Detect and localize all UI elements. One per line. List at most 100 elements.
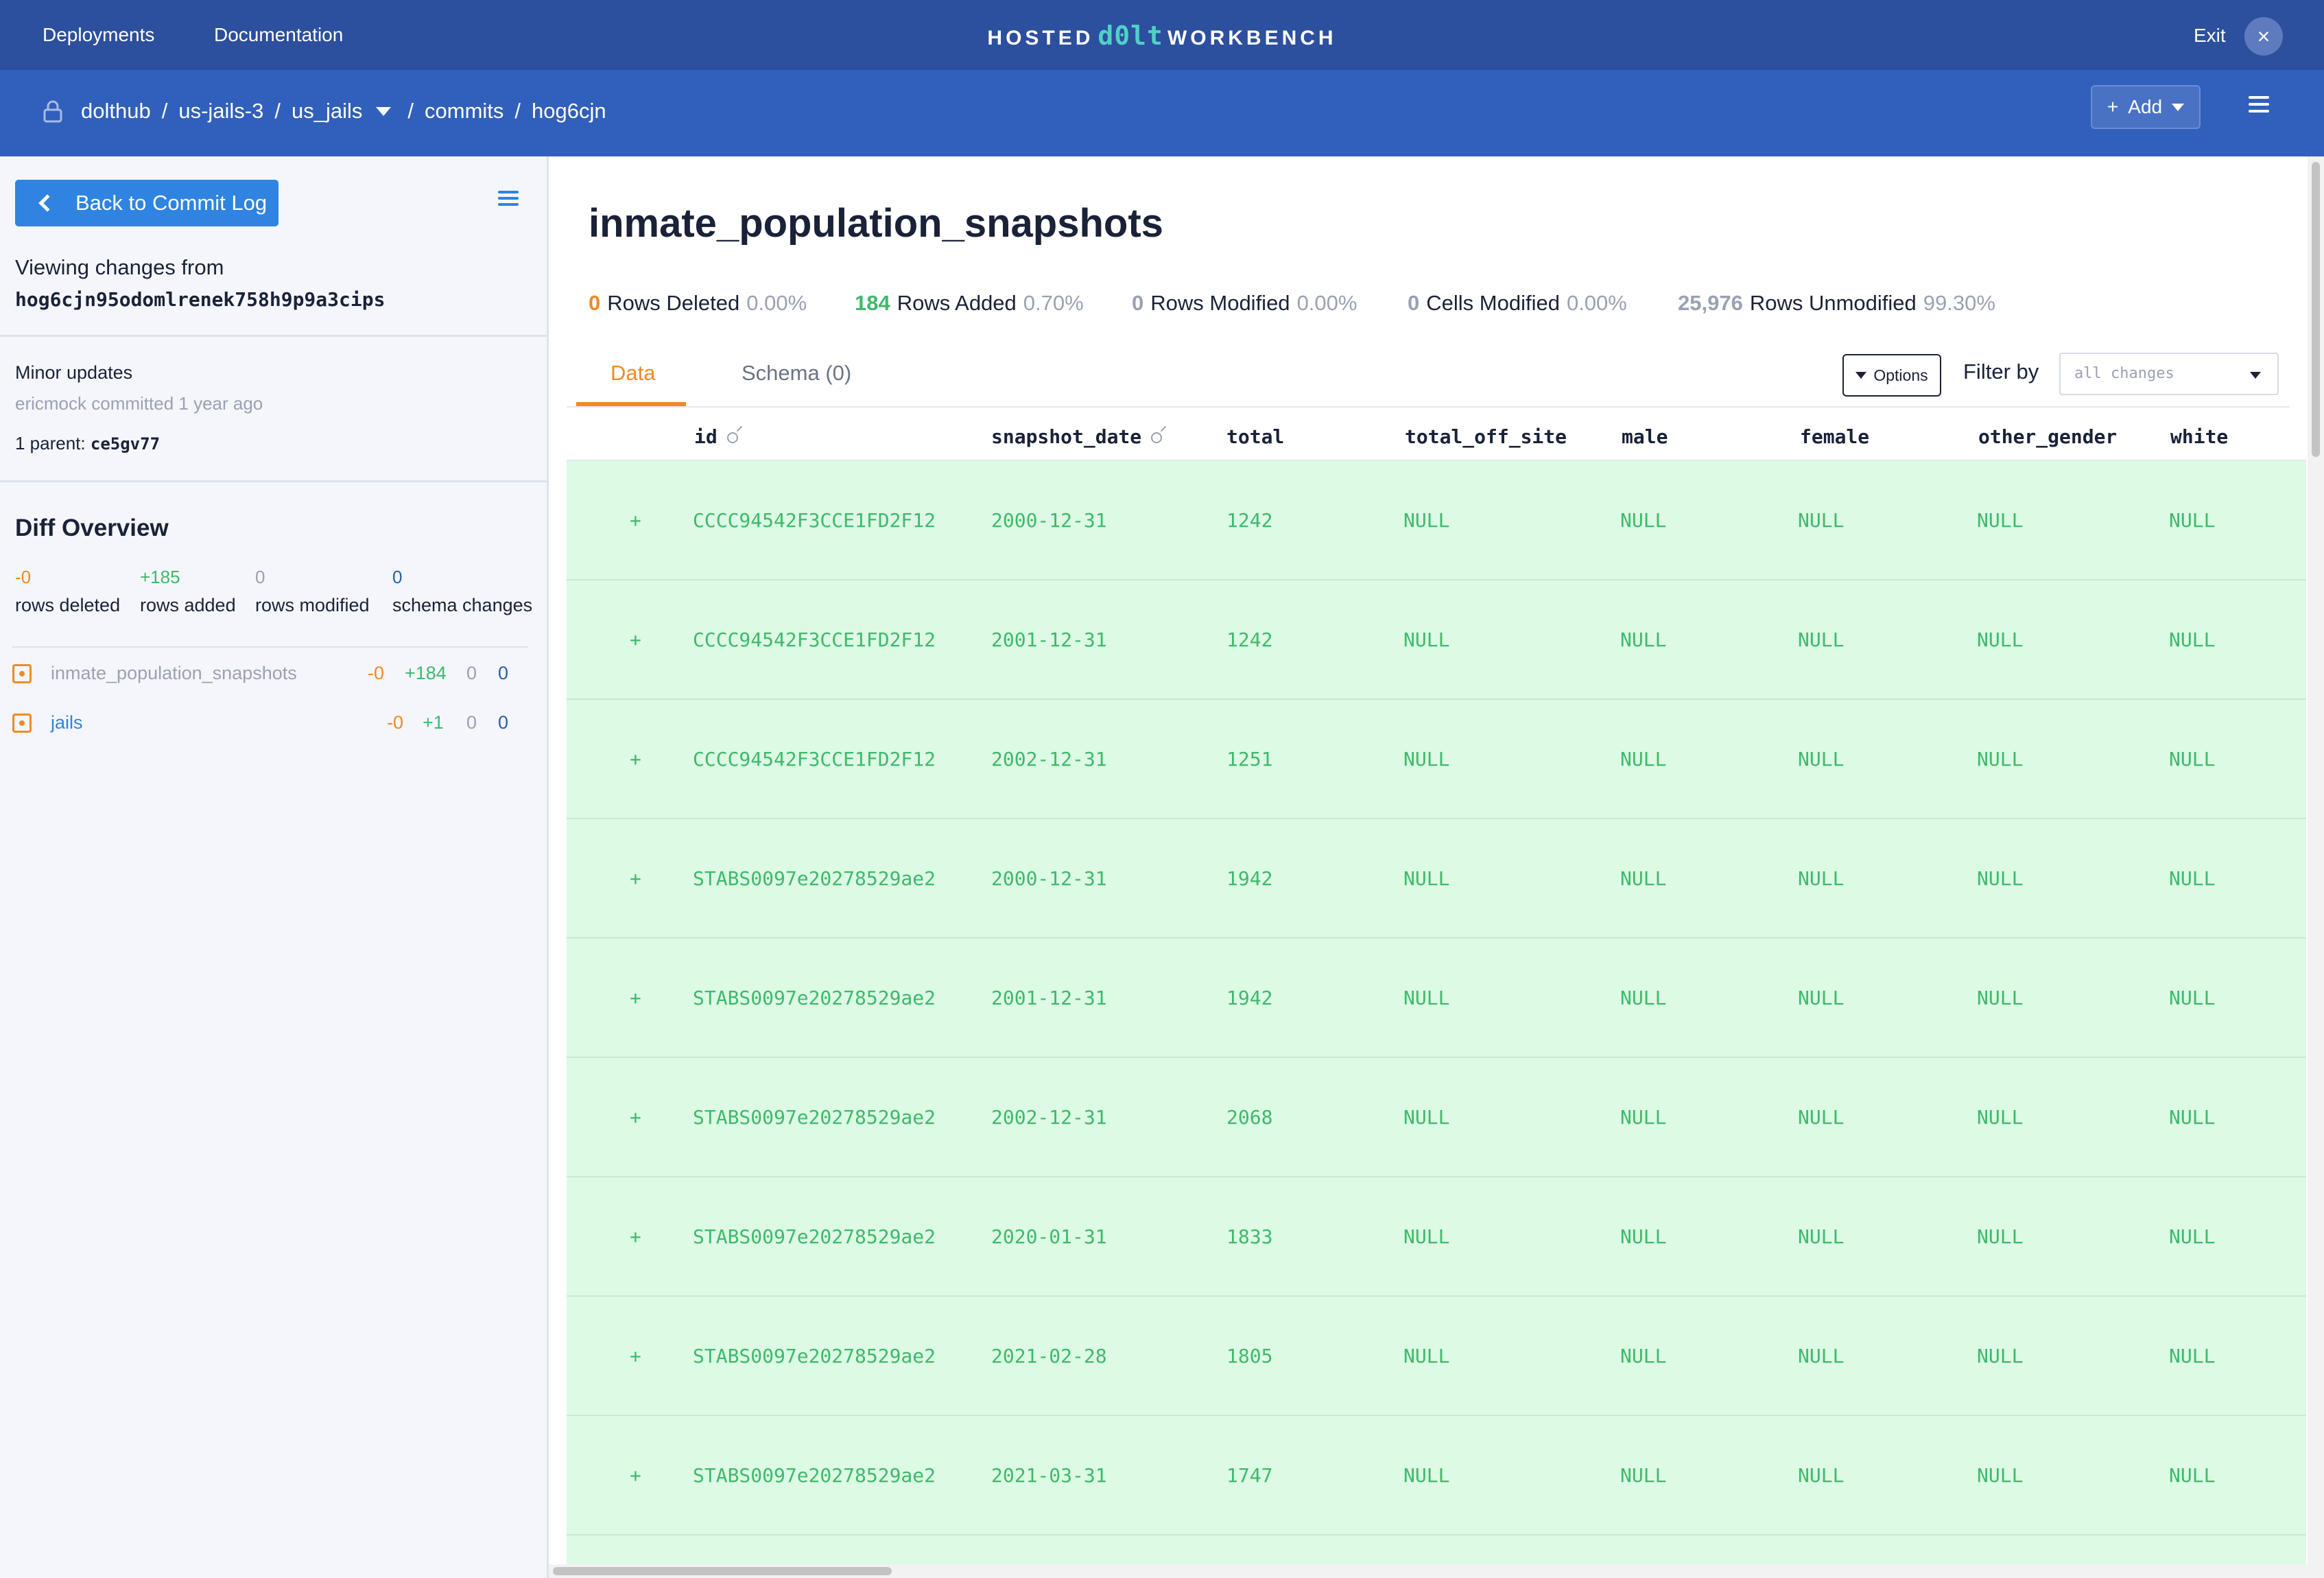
cell-female[interactable]: NULL [1798, 1464, 1845, 1487]
cell-other-gender[interactable]: NULL [1977, 867, 2024, 890]
cell-id[interactable]: STABS0097e20278529ae2 [693, 867, 936, 890]
cell-white[interactable]: NULL [2169, 867, 2216, 890]
table-row[interactable]: + CCCC94542F3CCE1FD2F12 2002-12-31 1251 … [567, 700, 2306, 819]
cell-white[interactable]: NULL [2169, 628, 2216, 651]
cell-white[interactable]: NULL [2169, 1225, 2216, 1248]
cell-male[interactable]: NULL [1620, 1345, 1667, 1367]
close-icon[interactable]: × [2244, 17, 2283, 56]
cell-total[interactable]: 1805 [1226, 1345, 1273, 1367]
tab-schema[interactable]: Schema (0) [742, 361, 852, 385]
cell-id[interactable]: STABS0097e20278529ae2 [693, 1225, 936, 1248]
cell-total-off-site[interactable]: NULL [1403, 748, 1450, 770]
cell-total[interactable]: 1942 [1226, 987, 1273, 1009]
cell-white[interactable]: NULL [2169, 1106, 2216, 1129]
cell-male[interactable]: NULL [1620, 1464, 1667, 1487]
cell-total[interactable]: 1242 [1226, 628, 1273, 651]
horizontal-scrollbar[interactable] [549, 1564, 2308, 1578]
cell-snapshot-date[interactable]: 2002-12-31 [991, 748, 1107, 770]
table-row[interactable]: + CCCC94542F3CCE1FD2F12 2000-12-31 1242 … [567, 461, 2306, 580]
cell-male[interactable]: NULL [1620, 628, 1667, 651]
cell-id[interactable]: STABS0097e20278529ae2 [693, 1464, 936, 1487]
column-header-id[interactable]: id [694, 425, 738, 448]
hamburger-menu-icon[interactable] [2249, 96, 2269, 113]
cell-total[interactable]: 1251 [1226, 748, 1273, 770]
cell-snapshot-date[interactable]: 2021-03-31 [991, 1464, 1107, 1487]
cell-snapshot-date[interactable]: 2000-12-31 [991, 509, 1107, 532]
filter-select[interactable]: all changes [2059, 353, 2279, 395]
cell-other-gender[interactable]: NULL [1977, 987, 2024, 1009]
chevron-down-icon[interactable] [376, 106, 392, 116]
column-header-total[interactable]: total [1226, 425, 1285, 448]
options-button[interactable]: Options [1842, 354, 1941, 397]
column-header-white[interactable]: white [2170, 425, 2229, 448]
column-header-female[interactable]: female [1800, 425, 1870, 448]
cell-total-off-site[interactable]: NULL [1403, 1464, 1450, 1487]
cell-male[interactable]: NULL [1620, 987, 1667, 1009]
cell-snapshot-date[interactable]: 2000-12-31 [991, 867, 1107, 890]
cell-snapshot-date[interactable]: 2021-02-28 [991, 1345, 1107, 1367]
cell-total[interactable]: 2068 [1226, 1106, 1273, 1129]
cell-female[interactable]: NULL [1798, 628, 1845, 651]
breadcrumb-commits[interactable]: commits [425, 99, 504, 123]
cell-id[interactable]: CCCC94542F3CCE1FD2F12 [693, 748, 936, 770]
column-header-male[interactable]: male [1622, 425, 1668, 448]
exit-label[interactable]: Exit [2194, 25, 2226, 46]
cell-total-off-site[interactable]: NULL [1403, 1345, 1450, 1367]
column-header-other-gender[interactable]: other_gender [1978, 425, 2118, 448]
cell-other-gender[interactable]: NULL [1977, 1345, 2024, 1367]
cell-white[interactable]: NULL [2169, 748, 2216, 770]
cell-total[interactable]: 1747 [1226, 1464, 1273, 1487]
cell-snapshot-date[interactable]: 2001-12-31 [991, 987, 1107, 1009]
cell-id[interactable]: CCCC94542F3CCE1FD2F12 [693, 628, 936, 651]
breadcrumb-deployment[interactable]: us-jails-3 [178, 99, 264, 123]
cell-total[interactable]: 1942 [1226, 867, 1273, 890]
back-to-commit-log-button[interactable]: Back to Commit Log [15, 180, 278, 226]
cell-total-off-site[interactable]: NULL [1403, 628, 1450, 651]
cell-male[interactable]: NULL [1620, 1225, 1667, 1248]
diff-table-item-jails[interactable]: jails -0 +1 0 0 [12, 709, 528, 737]
table-row[interactable]: + STABS0097e20278529ae2 2002-12-31 2068 … [567, 1058, 2306, 1177]
cell-other-gender[interactable]: NULL [1977, 509, 2024, 532]
nav-link-documentation[interactable]: Documentation [214, 24, 344, 45]
tab-data[interactable]: Data [610, 361, 656, 385]
cell-female[interactable]: NULL [1798, 509, 1845, 532]
table-row[interactable] [567, 1535, 2306, 1564]
breadcrumb-database[interactable]: us_jails [292, 99, 363, 123]
cell-male[interactable]: NULL [1620, 1106, 1667, 1129]
cell-total[interactable]: 1242 [1226, 509, 1273, 532]
diff-table-item-inmate-population-snapshots[interactable]: inmate_population_snapshots -0 +184 0 0 [12, 660, 528, 687]
cell-other-gender[interactable]: NULL [1977, 1464, 2024, 1487]
cell-other-gender[interactable]: NULL [1977, 628, 2024, 651]
cell-other-gender[interactable]: NULL [1977, 1106, 2024, 1129]
cell-total-off-site[interactable]: NULL [1403, 987, 1450, 1009]
add-button[interactable]: + Add [2091, 85, 2201, 129]
cell-id[interactable]: STABS0097e20278529ae2 [693, 1345, 936, 1367]
cell-male[interactable]: NULL [1620, 748, 1667, 770]
scrollbar-thumb[interactable] [553, 1567, 892, 1575]
column-header-snapshot-date[interactable]: snapshot_date [991, 425, 1163, 448]
cell-white[interactable]: NULL [2169, 509, 2216, 532]
cell-white[interactable]: NULL [2169, 1345, 2216, 1367]
cell-snapshot-date[interactable]: 2002-12-31 [991, 1106, 1107, 1129]
cell-total-off-site[interactable]: NULL [1403, 1106, 1450, 1129]
column-header-total-off-site[interactable]: total_off_site [1405, 425, 1567, 448]
cell-female[interactable]: NULL [1798, 1345, 1845, 1367]
breadcrumb-owner[interactable]: dolthub [81, 99, 151, 123]
table-row[interactable]: + STABS0097e20278529ae2 2001-12-31 1942 … [567, 939, 2306, 1058]
cell-female[interactable]: NULL [1798, 1225, 1845, 1248]
cell-id[interactable]: STABS0097e20278529ae2 [693, 987, 936, 1009]
table-row[interactable]: + CCCC94542F3CCE1FD2F12 2001-12-31 1242 … [567, 580, 2306, 700]
cell-white[interactable]: NULL [2169, 1464, 2216, 1487]
cell-male[interactable]: NULL [1620, 867, 1667, 890]
cell-female[interactable]: NULL [1798, 1106, 1845, 1129]
cell-total-off-site[interactable]: NULL [1403, 509, 1450, 532]
cell-total-off-site[interactable]: NULL [1403, 1225, 1450, 1248]
cell-female[interactable]: NULL [1798, 748, 1845, 770]
cell-snapshot-date[interactable]: 2020-01-31 [991, 1225, 1107, 1248]
cell-white[interactable]: NULL [2169, 987, 2216, 1009]
table-row[interactable]: + STABS0097e20278529ae2 2021-03-31 1747 … [567, 1416, 2306, 1535]
cell-other-gender[interactable]: NULL [1977, 748, 2024, 770]
table-row[interactable]: + STABS0097e20278529ae2 2021-02-28 1805 … [567, 1297, 2306, 1416]
cell-total-off-site[interactable]: NULL [1403, 867, 1450, 890]
app-logo[interactable]: HOSTED d0lt WORKBENCH [0, 21, 2324, 51]
